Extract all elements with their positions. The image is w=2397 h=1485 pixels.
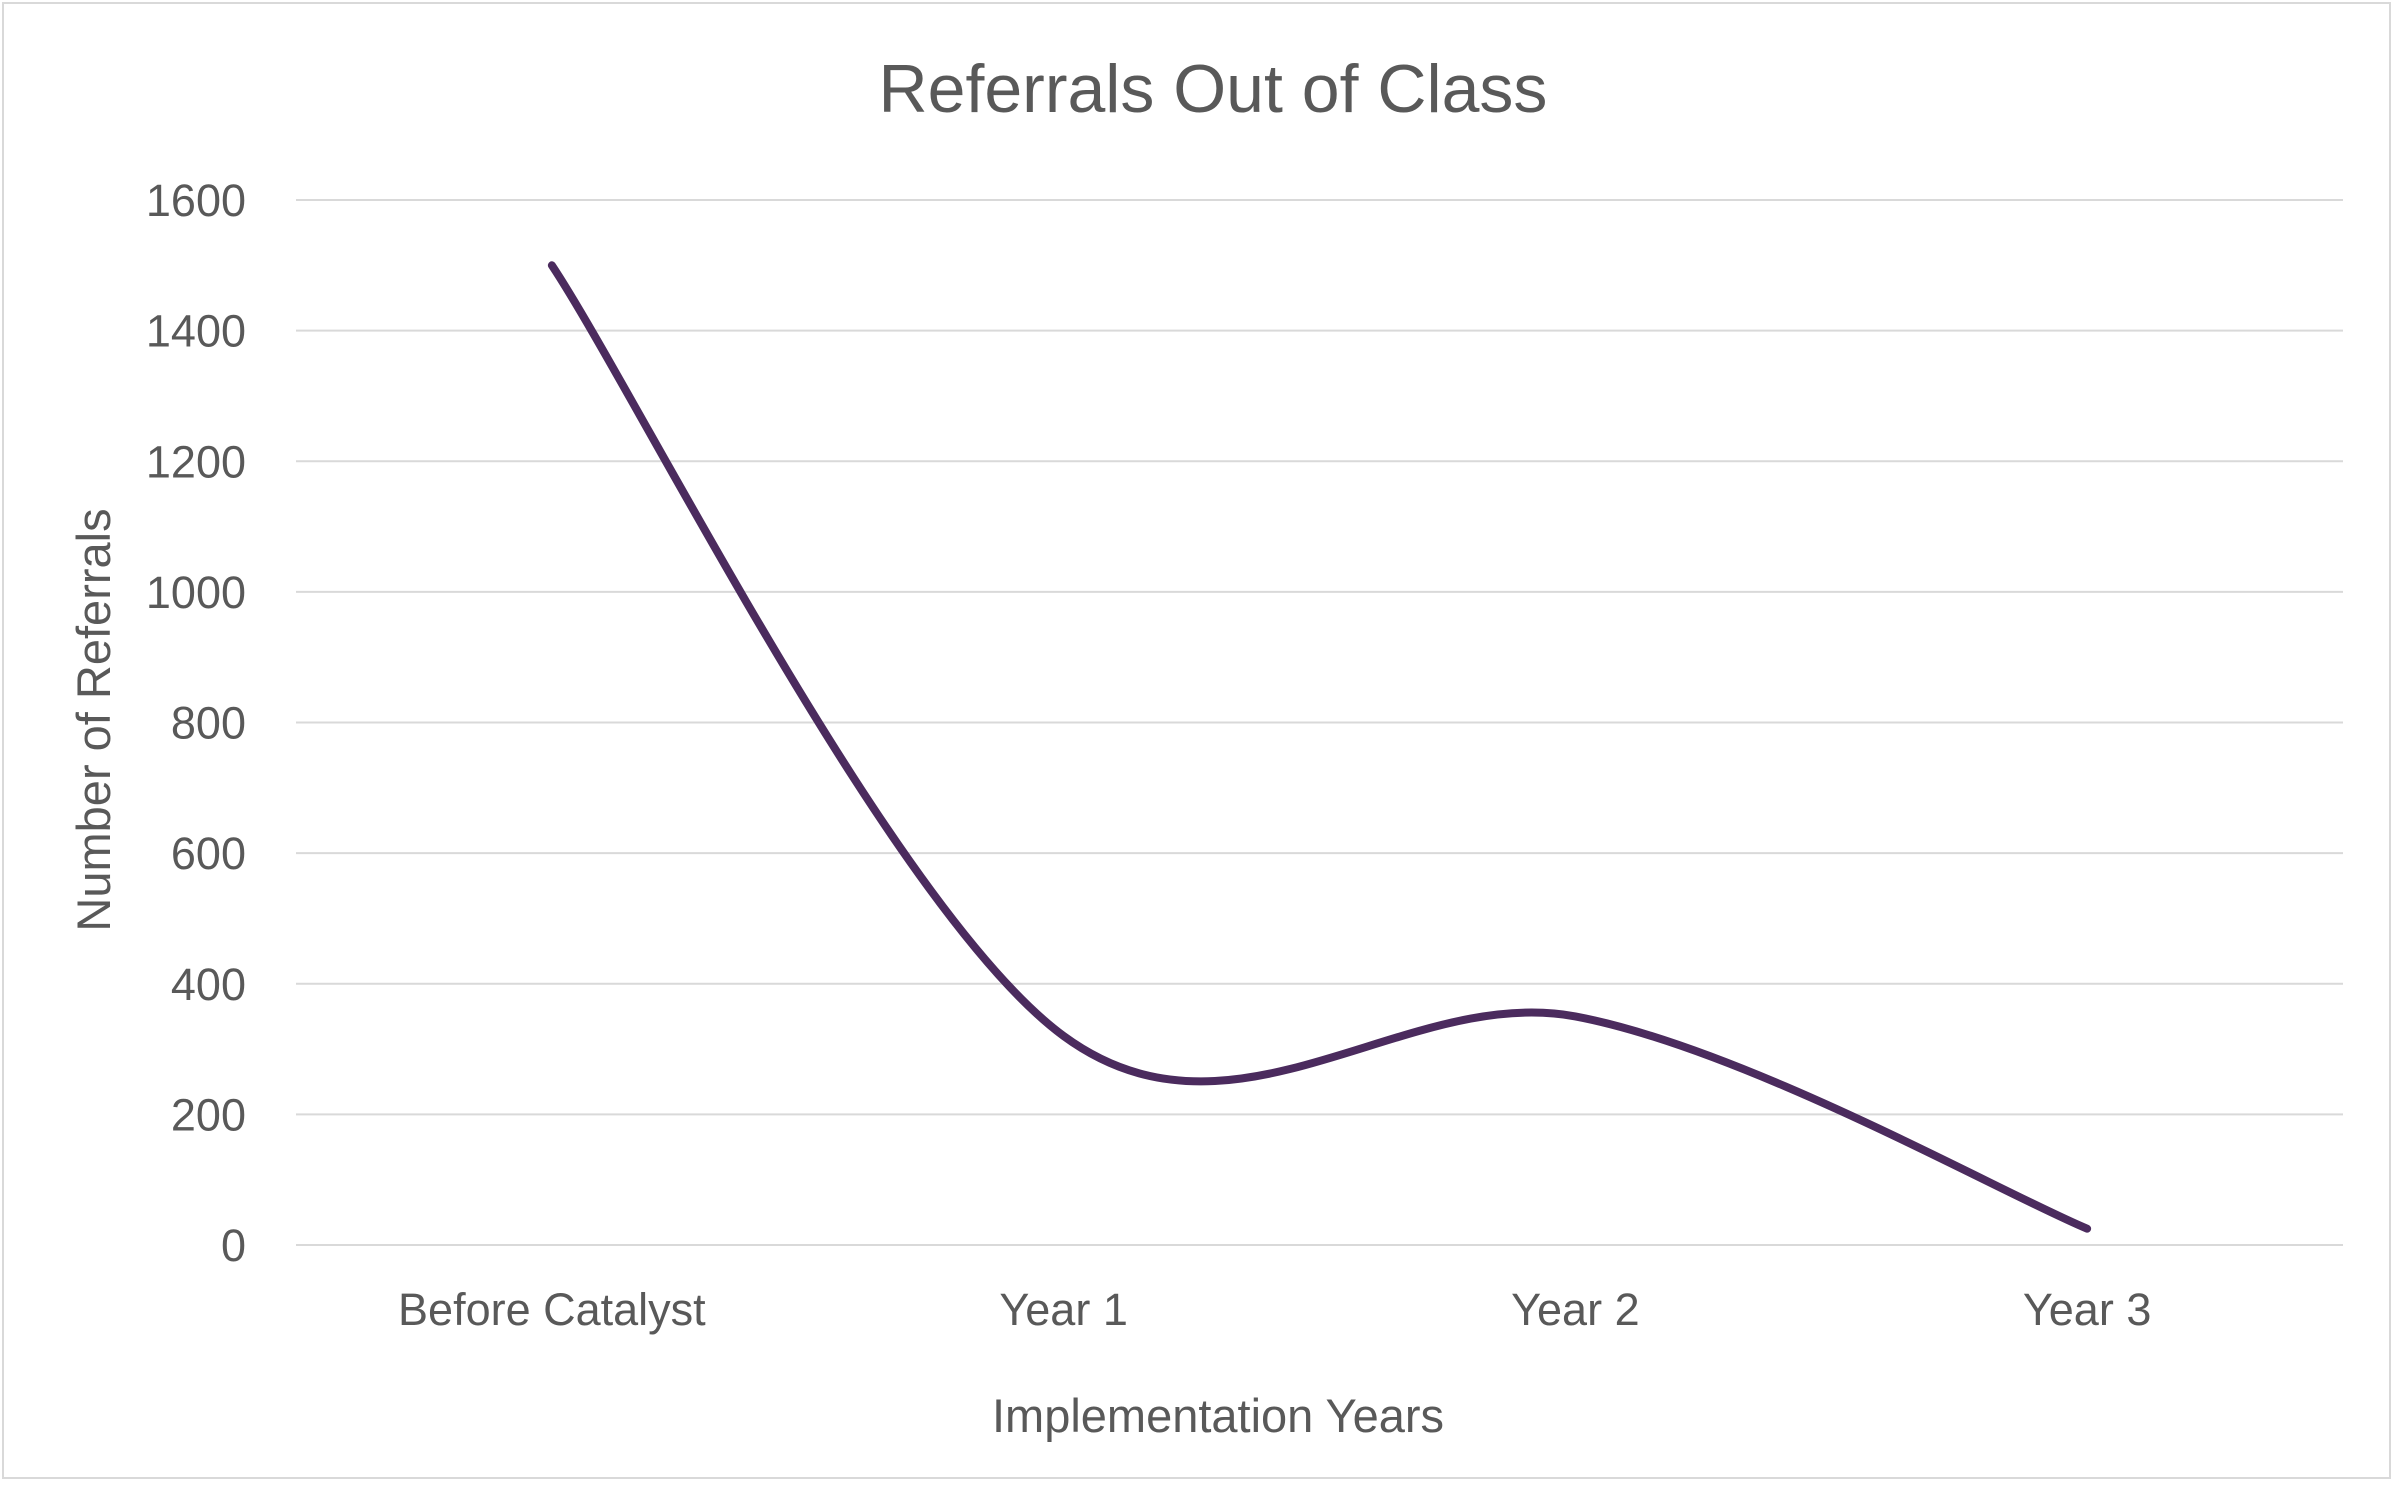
- x-axis-ticks: Before Catalyst Year 1 Year 2 Year 3: [398, 1284, 2151, 1335]
- y-tick-label: 0: [221, 1220, 246, 1271]
- y-tick-label: 1000: [146, 567, 246, 618]
- y-tick-label: 1400: [146, 306, 246, 357]
- y-tick-label: 600: [171, 828, 246, 879]
- y-axis-label: Number of Referrals: [67, 508, 120, 931]
- y-axis-ticks: 0 200 400 600 800 1000 1200 1400 1600: [146, 175, 246, 1271]
- x-axis-label: Implementation Years: [992, 1389, 1444, 1442]
- series-line: [547, 261, 2092, 1233]
- y-tick-label: 800: [171, 698, 246, 749]
- x-tick-label: Year 1: [999, 1284, 1127, 1335]
- x-tick-label: Year 3: [2023, 1284, 2151, 1335]
- y-tick-label: 200: [171, 1089, 246, 1140]
- y-tick-label: 1600: [146, 175, 246, 226]
- gridlines: [296, 199, 2343, 1246]
- y-tick-label: 400: [171, 959, 246, 1010]
- x-tick-label: Year 2: [1511, 1284, 1639, 1335]
- series-lines: [547, 261, 2092, 1233]
- y-tick-label: 1200: [146, 436, 246, 487]
- x-tick-label: Before Catalyst: [398, 1284, 706, 1335]
- chart-title: Referrals Out of Class: [879, 51, 1548, 127]
